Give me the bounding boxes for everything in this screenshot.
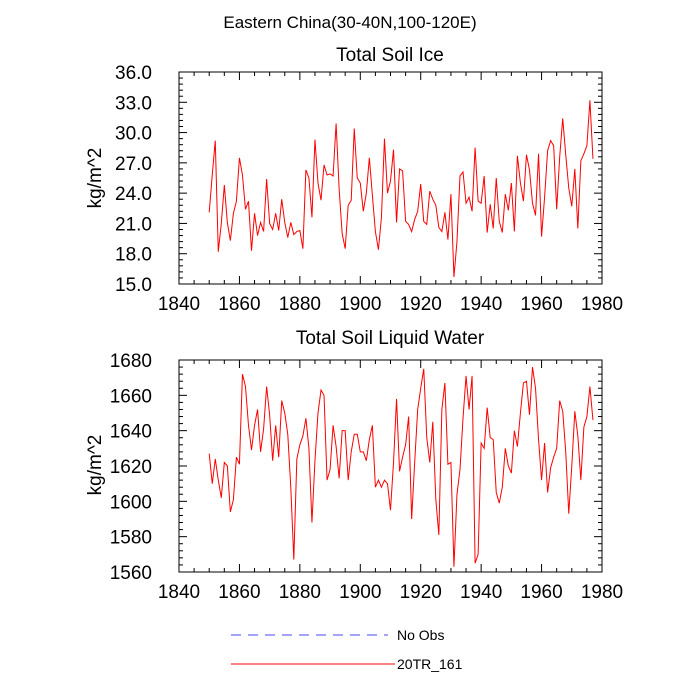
legend-label-20tr-161: 20TR_161 (397, 656, 463, 672)
series-layer (208, 366, 594, 567)
x-tick-label: 1940 (460, 582, 502, 603)
x-tick-label: 1900 (339, 294, 381, 315)
y-tick-label: 1560 (110, 563, 152, 584)
y-tick-label: 30.0 (115, 124, 152, 145)
panel-total-soil-liquid-water: Total Soil Liquid Water kg/m^2 1840 1860 1… (85, 328, 623, 603)
y-axis-label: kg/m^2 (85, 148, 106, 209)
series-layer (208, 100, 594, 277)
legend: No Obs 20TR_161 (231, 627, 463, 672)
y-tick-label: 24.0 (115, 184, 152, 205)
x-tick-label: 1860 (218, 582, 260, 603)
series-line-20tr-161 (208, 366, 594, 567)
y-tick-label: 15.0 (115, 275, 152, 296)
x-tick-label: 1840 (158, 582, 200, 603)
panel-title: Total Soil Liquid Water (296, 328, 485, 349)
x-tick-label: 1980 (581, 294, 623, 315)
y-tick-label: 36.0 (115, 63, 152, 84)
y-tick-label: 27.0 (115, 154, 152, 175)
y-tick-label: 1620 (110, 457, 152, 478)
x-tick-label: 1980 (581, 582, 623, 603)
axis-ticks (178, 71, 603, 285)
x-tick-label: 1860 (218, 294, 260, 315)
x-tick-label: 1940 (460, 294, 502, 315)
x-tick-label: 1960 (520, 582, 562, 603)
tick-labels: 1840 1860 1880 1900 1920 1940 1960 1980 1560 1580… (110, 351, 623, 603)
y-tick-label: 1660 (110, 386, 152, 407)
series-line-20tr-161 (208, 100, 594, 277)
tick-labels: 1840 1860 1880 1900 1920 1940 1960 1980 15.0 18.0… (115, 63, 623, 315)
x-tick-label: 1920 (400, 294, 442, 315)
y-tick-label: 21.0 (115, 214, 152, 235)
y-tick-label: 1640 (110, 422, 152, 443)
axis-ticks (178, 359, 603, 573)
plot-frame (178, 359, 603, 573)
y-tick-label: 1600 (110, 492, 152, 513)
x-tick-label: 1880 (279, 294, 321, 315)
y-tick-label: 1680 (110, 351, 152, 372)
x-tick-label: 1960 (520, 294, 562, 315)
y-tick-label: 33.0 (115, 93, 152, 114)
x-tick-label: 1840 (158, 294, 200, 315)
x-tick-label: 1880 (279, 582, 321, 603)
y-axis-label: kg/m^2 (85, 435, 106, 496)
x-tick-label: 1920 (400, 582, 442, 603)
panel-title: Total Soil Ice (336, 45, 444, 66)
y-tick-label: 1580 (110, 528, 152, 549)
figure-title: Eastern China(30-40N,100-120E) (223, 13, 476, 32)
y-tick-label: 18.0 (115, 245, 152, 266)
x-tick-label: 1900 (339, 582, 381, 603)
panel-total-soil-ice: Total Soil Ice kg/m^2 1840 1860 1880 1900 19… (85, 45, 623, 315)
legend-label-no-obs: No Obs (397, 627, 444, 643)
